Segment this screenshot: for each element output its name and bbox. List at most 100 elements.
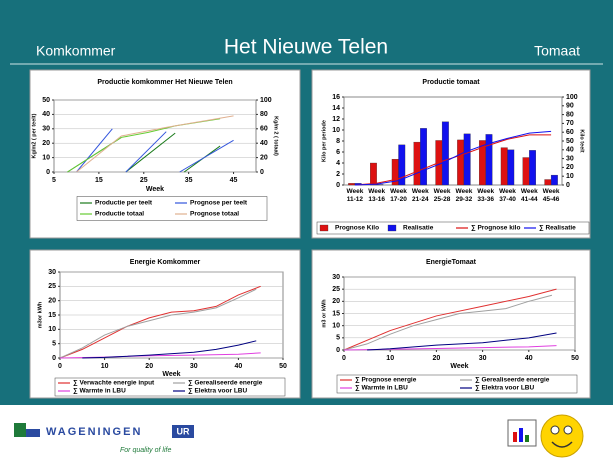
bar [348,183,356,186]
series-line [367,332,557,351]
bar [441,121,449,186]
y-tick-label: 20 [48,298,56,305]
y2-tick-label: 40 [260,140,268,147]
logo-square [14,423,26,437]
bar [544,179,552,186]
y-tick-label: 4 [336,160,340,167]
y-tick-label: 0 [46,169,50,176]
bar [522,157,530,186]
header-right: Tomaat [534,43,580,59]
y-tick-label: 6 [336,149,340,156]
y2-tick-label: 40 [566,147,574,154]
y-tick-label: 50 [42,97,50,104]
x-axis-label: Week [162,371,180,378]
y-axis-label: Kilo per periode [321,120,327,162]
legend-label: ∑ Prognose kilo [471,225,520,232]
plot-area [53,99,257,173]
y-tick-label: 30 [42,126,50,133]
y2-tick-label: 80 [566,111,574,118]
y-tick-label: 5 [52,341,56,348]
header-left: Komkommer [36,43,116,59]
series-line [343,288,557,351]
y-tick-label: 15 [48,312,56,319]
y-tick-label: 0 [336,347,340,354]
icon-mouth [551,441,573,448]
x-tick-label: 35 [185,177,193,184]
x-tick-label: 45 [230,177,238,184]
bar [376,184,384,186]
chart-title: Productie komkommer Het Nieuwe Telen [97,79,232,86]
x-tick-label: 0 [342,355,346,362]
y2-axis-label: Kilo teelt [579,129,585,152]
legend-label: Productie per teelt [95,200,153,207]
x-tick-label: 50 [571,355,579,362]
x-tick-label: 5 [52,177,56,184]
y-tick-label: 10 [332,323,340,330]
legend-label: ∑ Realisatie [539,225,576,232]
legend-label: Prognose per teelt [190,200,248,207]
legend-box [316,221,590,235]
bar [500,147,508,186]
y2-tick-label: 30 [566,155,574,162]
legend-label: ∑ Elektra voor LBU [188,388,247,395]
x-tick-label: 10 [101,363,109,370]
x-tick-label: 20 [145,363,153,370]
bar [463,133,471,186]
x-tick-label: 25 [140,177,148,184]
legend-box [336,374,578,394]
x-tick-label: 30 [479,355,487,362]
y-tick-label: 20 [332,298,340,305]
series-line [343,294,553,351]
legend-box [54,377,286,397]
y-tick-label: 25 [332,286,340,293]
y2-tick-label: 0 [566,182,570,189]
y-tick-label: 2 [336,171,340,178]
series-line [59,288,257,359]
icon-bar [513,432,517,442]
tagline: For quality of life [120,447,171,454]
y-tick-label: 0 [336,182,340,189]
y-tick-label: 5 [336,335,340,342]
x-tick-label: Week 41-44 [520,188,538,203]
x-tick-label: Week 33-36 [477,188,495,203]
y-tick-label: 10 [332,127,340,134]
series-line [354,130,552,186]
y-tick-label: 30 [332,274,340,281]
y2-tick-label: 20 [566,164,574,171]
logo-text: WAGENINGEN [46,426,142,438]
bar [507,149,515,186]
y-tick-label: 0 [52,355,56,362]
y2-tick-label: 90 [566,103,574,110]
legend-swatch [319,224,329,232]
x-tick-label: Week 25-28 [433,188,451,203]
legend-label: ∑ Verwachte energie input [73,380,155,387]
bar [485,134,493,186]
bar [398,144,406,186]
x-tick-label: 10 [386,355,394,362]
logo-mark-box [172,425,194,438]
legend-label: Productie totaal [95,211,144,218]
chart-title: Productie tomaat [422,79,480,86]
series-line [76,128,234,173]
y2-tick-label: 10 [566,173,574,180]
x-tick-label: 20 [433,355,441,362]
y-axis-label: Kg/m2 ( per teelt) [31,113,37,158]
x-tick-label: Week 21-24 [411,188,429,203]
bar [457,139,465,186]
y2-tick-label: 0 [260,169,264,176]
y-tick-label: 10 [42,154,50,161]
bar [413,141,421,186]
chart-title: EnergieTomaat [426,259,477,266]
icon-bar [525,435,529,442]
y-axis-label: m3or kWh [37,301,43,328]
chart-title: Energie Komkommer [130,259,201,266]
series-line [59,285,261,359]
y2-tick-label: 100 [566,94,578,101]
bar [370,162,377,186]
logo-mark: UR [177,426,190,436]
y-tick-label: 8 [336,138,340,145]
legend-label: Realisatie [403,225,434,232]
y2-tick-label: 50 [566,138,574,145]
